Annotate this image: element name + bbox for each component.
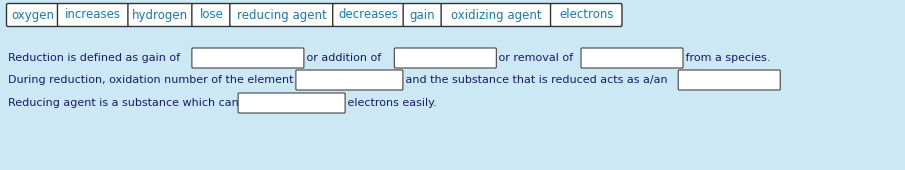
Text: hydrogen: hydrogen bbox=[132, 8, 188, 21]
FancyBboxPatch shape bbox=[403, 4, 443, 27]
Text: increases: increases bbox=[65, 8, 121, 21]
FancyBboxPatch shape bbox=[6, 4, 59, 27]
Text: decreases: decreases bbox=[338, 8, 398, 21]
Text: oxygen: oxygen bbox=[11, 8, 54, 21]
Text: from a species.: from a species. bbox=[682, 53, 770, 63]
Text: lose: lose bbox=[199, 8, 224, 21]
FancyBboxPatch shape bbox=[581, 48, 683, 68]
FancyBboxPatch shape bbox=[395, 48, 496, 68]
FancyBboxPatch shape bbox=[230, 4, 334, 27]
Text: reducing agent: reducing agent bbox=[237, 8, 327, 21]
FancyBboxPatch shape bbox=[441, 4, 551, 27]
FancyBboxPatch shape bbox=[192, 4, 231, 27]
FancyBboxPatch shape bbox=[678, 70, 780, 90]
FancyBboxPatch shape bbox=[238, 93, 345, 113]
Text: and the substance that is reduced acts as a/an: and the substance that is reduced acts a… bbox=[402, 75, 671, 85]
FancyBboxPatch shape bbox=[192, 48, 304, 68]
Text: electrons: electrons bbox=[559, 8, 614, 21]
Text: During reduction, oxidation number of the element: During reduction, oxidation number of th… bbox=[8, 75, 297, 85]
Text: Reduction is defined as gain of: Reduction is defined as gain of bbox=[8, 53, 184, 63]
FancyBboxPatch shape bbox=[296, 70, 403, 90]
Text: electrons easily.: electrons easily. bbox=[344, 98, 437, 108]
Text: oxidizing agent: oxidizing agent bbox=[451, 8, 541, 21]
Text: Reducing agent is a substance which can: Reducing agent is a substance which can bbox=[8, 98, 243, 108]
FancyBboxPatch shape bbox=[333, 4, 405, 27]
Text: or removal of: or removal of bbox=[495, 53, 577, 63]
Text: gain: gain bbox=[410, 8, 435, 21]
FancyBboxPatch shape bbox=[57, 4, 129, 27]
FancyBboxPatch shape bbox=[128, 4, 193, 27]
Text: or addition of: or addition of bbox=[303, 53, 385, 63]
FancyBboxPatch shape bbox=[550, 4, 622, 27]
